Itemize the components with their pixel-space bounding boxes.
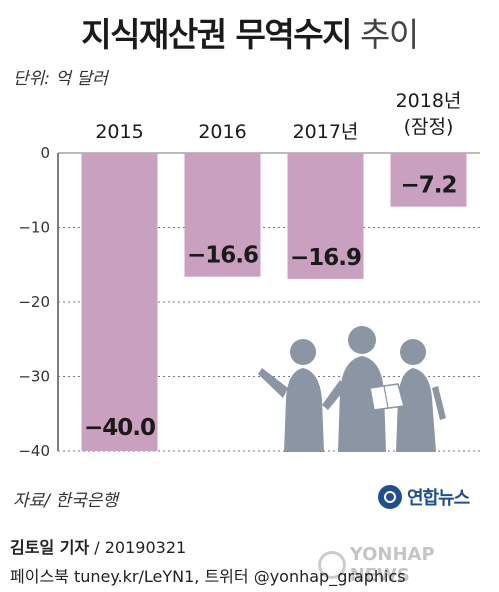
x-category-label: 2015: [95, 121, 143, 143]
x-category-label: 2018년: [396, 90, 462, 112]
yonhap-logo: 연합뉴스: [378, 484, 470, 510]
logo-text: 연합뉴스: [407, 488, 470, 509]
y-tick-label: 0: [40, 144, 50, 162]
title-main: 지식재산권 무역수지: [81, 15, 352, 54]
y-tick-label: −40: [18, 442, 50, 460]
watermark-icon: [318, 551, 346, 579]
watermark-text: YONHAP NEWS: [349, 544, 435, 586]
watermark: YONHAP NEWS: [318, 544, 499, 586]
bar-layer: [81, 153, 467, 451]
label-layer: −40.0 2015 −16.6 2016 −16.9 2017년 −7.2 2018년 (잠정…: [84, 90, 461, 441]
credit-date: / 20190321: [94, 538, 187, 557]
x-category-label: 2016: [198, 121, 246, 143]
bar: [81, 153, 158, 451]
social-line: 페이스북 tuney.kr/LeYN1, 트위터 @yonhap_graphic…: [10, 567, 406, 586]
bar: [184, 153, 261, 277]
y-tick-label: −10: [18, 219, 50, 237]
yonhap-logo-icon: [378, 485, 402, 509]
y-tick-label: −20: [18, 293, 50, 311]
bar-value-label: −40.0: [84, 415, 155, 441]
x-category-label: 2017년: [293, 121, 359, 143]
credit-author: 김토일 기자: [10, 538, 90, 557]
y-tick-label: −30: [18, 368, 50, 386]
unit-label: 단위: 억 달러: [13, 69, 108, 89]
chart-title: 지식재산권 무역수지 추이: [0, 8, 499, 56]
title-sub: 추이: [360, 15, 419, 54]
bar-value-label: −16.6: [187, 243, 258, 269]
bar-value-label: −16.9: [290, 245, 361, 271]
bar: [390, 153, 467, 207]
x-category-label: (잠정): [404, 116, 454, 138]
people-silhouette-icon: [258, 326, 446, 452]
credit-line: 김토일 기자 / 20190321: [10, 534, 186, 558]
bar: [287, 153, 364, 279]
source-label: 자료/ 한국은행: [13, 491, 118, 511]
bar-value-label: −7.2: [400, 173, 456, 199]
